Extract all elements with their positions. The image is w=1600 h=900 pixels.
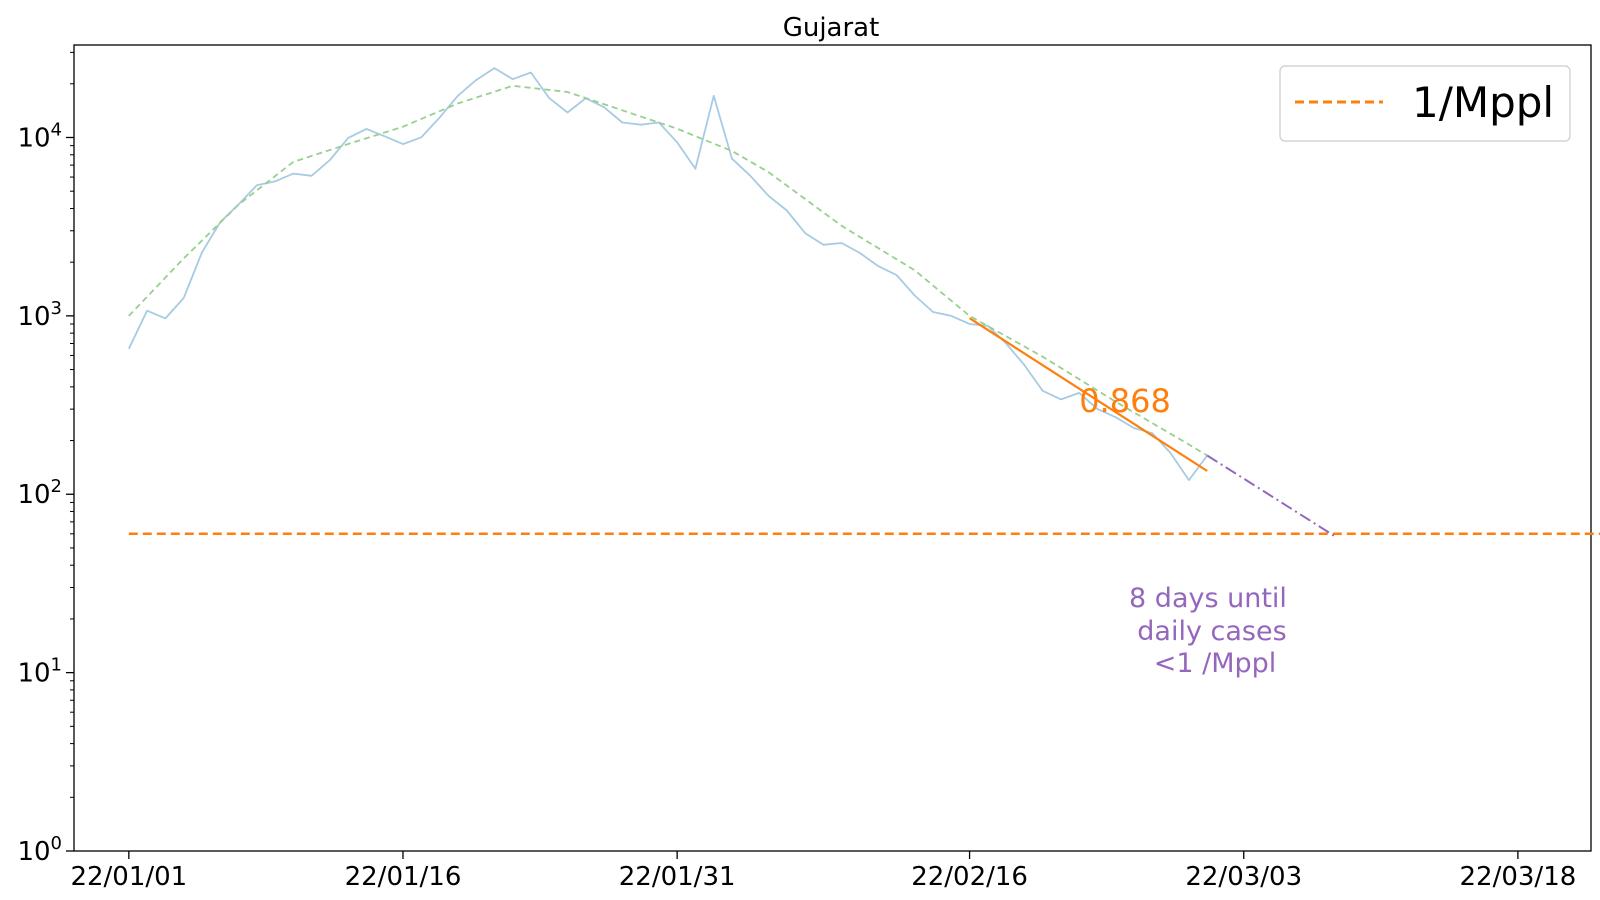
legend-label-threshold: 1/Mppl — [1412, 78, 1554, 127]
x-axis: 22/01/01 22/01/16 22/01/31 22/02/16 22/03/03… — [70, 851, 1576, 892]
y-tick-exponent: 2 — [51, 476, 62, 497]
y-tick-exponent: 0 — [51, 833, 62, 854]
series-fit-line — [969, 317, 1208, 472]
series-layer — [127, 67, 1600, 538]
projection-line-3: <1 /Mppl — [1154, 648, 1277, 679]
series-daily-line — [127, 67, 1208, 482]
y-tick-label: 101 — [17, 655, 62, 689]
y-tick-label: 104 — [17, 119, 62, 153]
x-tick-label: 22/03/03 — [1185, 862, 1302, 892]
x-tick-label: 22/03/18 — [1460, 862, 1577, 892]
projection-line-1: 8 days until — [1129, 583, 1287, 614]
y-tick-exponent: 3 — [51, 298, 62, 319]
x-tick-label: 22/01/31 — [619, 862, 736, 892]
y-tick-label: 100 — [17, 833, 62, 867]
series-smoothed-line — [128, 84, 1208, 457]
chart-title: Gujarat — [783, 13, 880, 43]
y-tick-base: 10 — [17, 837, 50, 867]
series-projection-line — [1206, 454, 1336, 538]
y-tick-base: 10 — [17, 659, 50, 689]
fit-slope-label: 0.868 — [1079, 382, 1171, 420]
y-tick-exponent: 4 — [51, 119, 62, 140]
y-tick-exponent: 1 — [51, 655, 62, 676]
plot-area — [73, 44, 1592, 852]
y-tick-base: 10 — [17, 123, 50, 153]
projection-annotation: 8 days until daily cases <1 /Mppl — [1129, 583, 1287, 679]
y-tick-label: 103 — [17, 298, 62, 332]
legend: 1/Mppl — [1279, 65, 1571, 142]
y-tick-base: 10 — [17, 480, 50, 510]
legend-box — [1279, 65, 1571, 142]
x-tick-label: 22/01/16 — [345, 862, 462, 892]
y-minor-ticks — [70, 51, 74, 798]
x-tick-label: 22/02/16 — [911, 862, 1028, 892]
y-tick-base: 10 — [17, 302, 50, 332]
projection-line-2: daily cases — [1137, 616, 1286, 647]
x-tick-label: 22/01/01 — [70, 862, 187, 892]
y-tick-label: 102 — [17, 476, 62, 510]
